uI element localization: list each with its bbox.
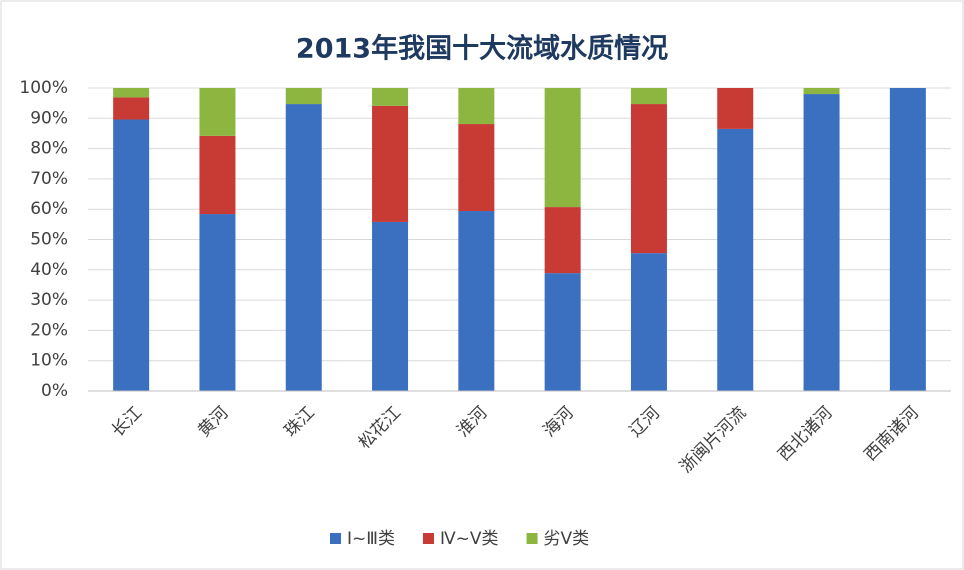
bar-segment (113, 88, 150, 98)
bar-segment (630, 104, 667, 254)
bar-segment (458, 211, 495, 391)
bar-segment (803, 88, 840, 95)
bar-segment (113, 97, 150, 120)
y-tick-label: 20% (30, 320, 68, 340)
legend-swatch (526, 533, 538, 544)
y-tick-label: 80% (30, 139, 68, 159)
bar-segment (630, 253, 667, 391)
y-tick-label: 90% (30, 108, 68, 128)
y-tick-label: 0% (41, 381, 68, 401)
bar-segment (285, 88, 322, 105)
legend-label: Ⅳ~Ⅴ类 (440, 529, 499, 549)
bar-segment (717, 128, 754, 391)
bar-segment (544, 273, 581, 391)
bar-segment (372, 105, 409, 222)
chart-title: 2013年我国十大流域水质情况 (296, 33, 668, 65)
y-tick-label: 30% (30, 290, 68, 310)
y-tick-label: 40% (30, 260, 68, 280)
bar-segment (717, 88, 754, 129)
legend-swatch (330, 533, 341, 544)
bar-segment (889, 88, 926, 391)
bar-segment (372, 88, 409, 106)
y-tick-label: 50% (30, 230, 68, 250)
bar-segment (458, 88, 495, 125)
bar-segment (285, 104, 322, 392)
bar-segment (544, 88, 581, 208)
bar-segment (199, 88, 236, 136)
legend-label: Ⅰ~Ⅲ类 (347, 529, 395, 549)
bar-segment (199, 135, 236, 215)
bar-segment (372, 221, 409, 391)
bar-segment (803, 94, 840, 391)
y-tick-label: 60% (30, 199, 68, 219)
legend-label: 劣Ⅴ类 (544, 529, 590, 549)
bar-segment (630, 88, 667, 105)
bar-segment (544, 207, 581, 274)
y-tick-label: 70% (30, 169, 68, 189)
bar-segment (458, 124, 495, 212)
bar-segment (199, 214, 236, 391)
y-tick-label: 10% (30, 351, 68, 371)
legend-swatch (422, 533, 434, 544)
y-tick-label: 100% (19, 78, 68, 98)
bar-segment (113, 119, 150, 392)
